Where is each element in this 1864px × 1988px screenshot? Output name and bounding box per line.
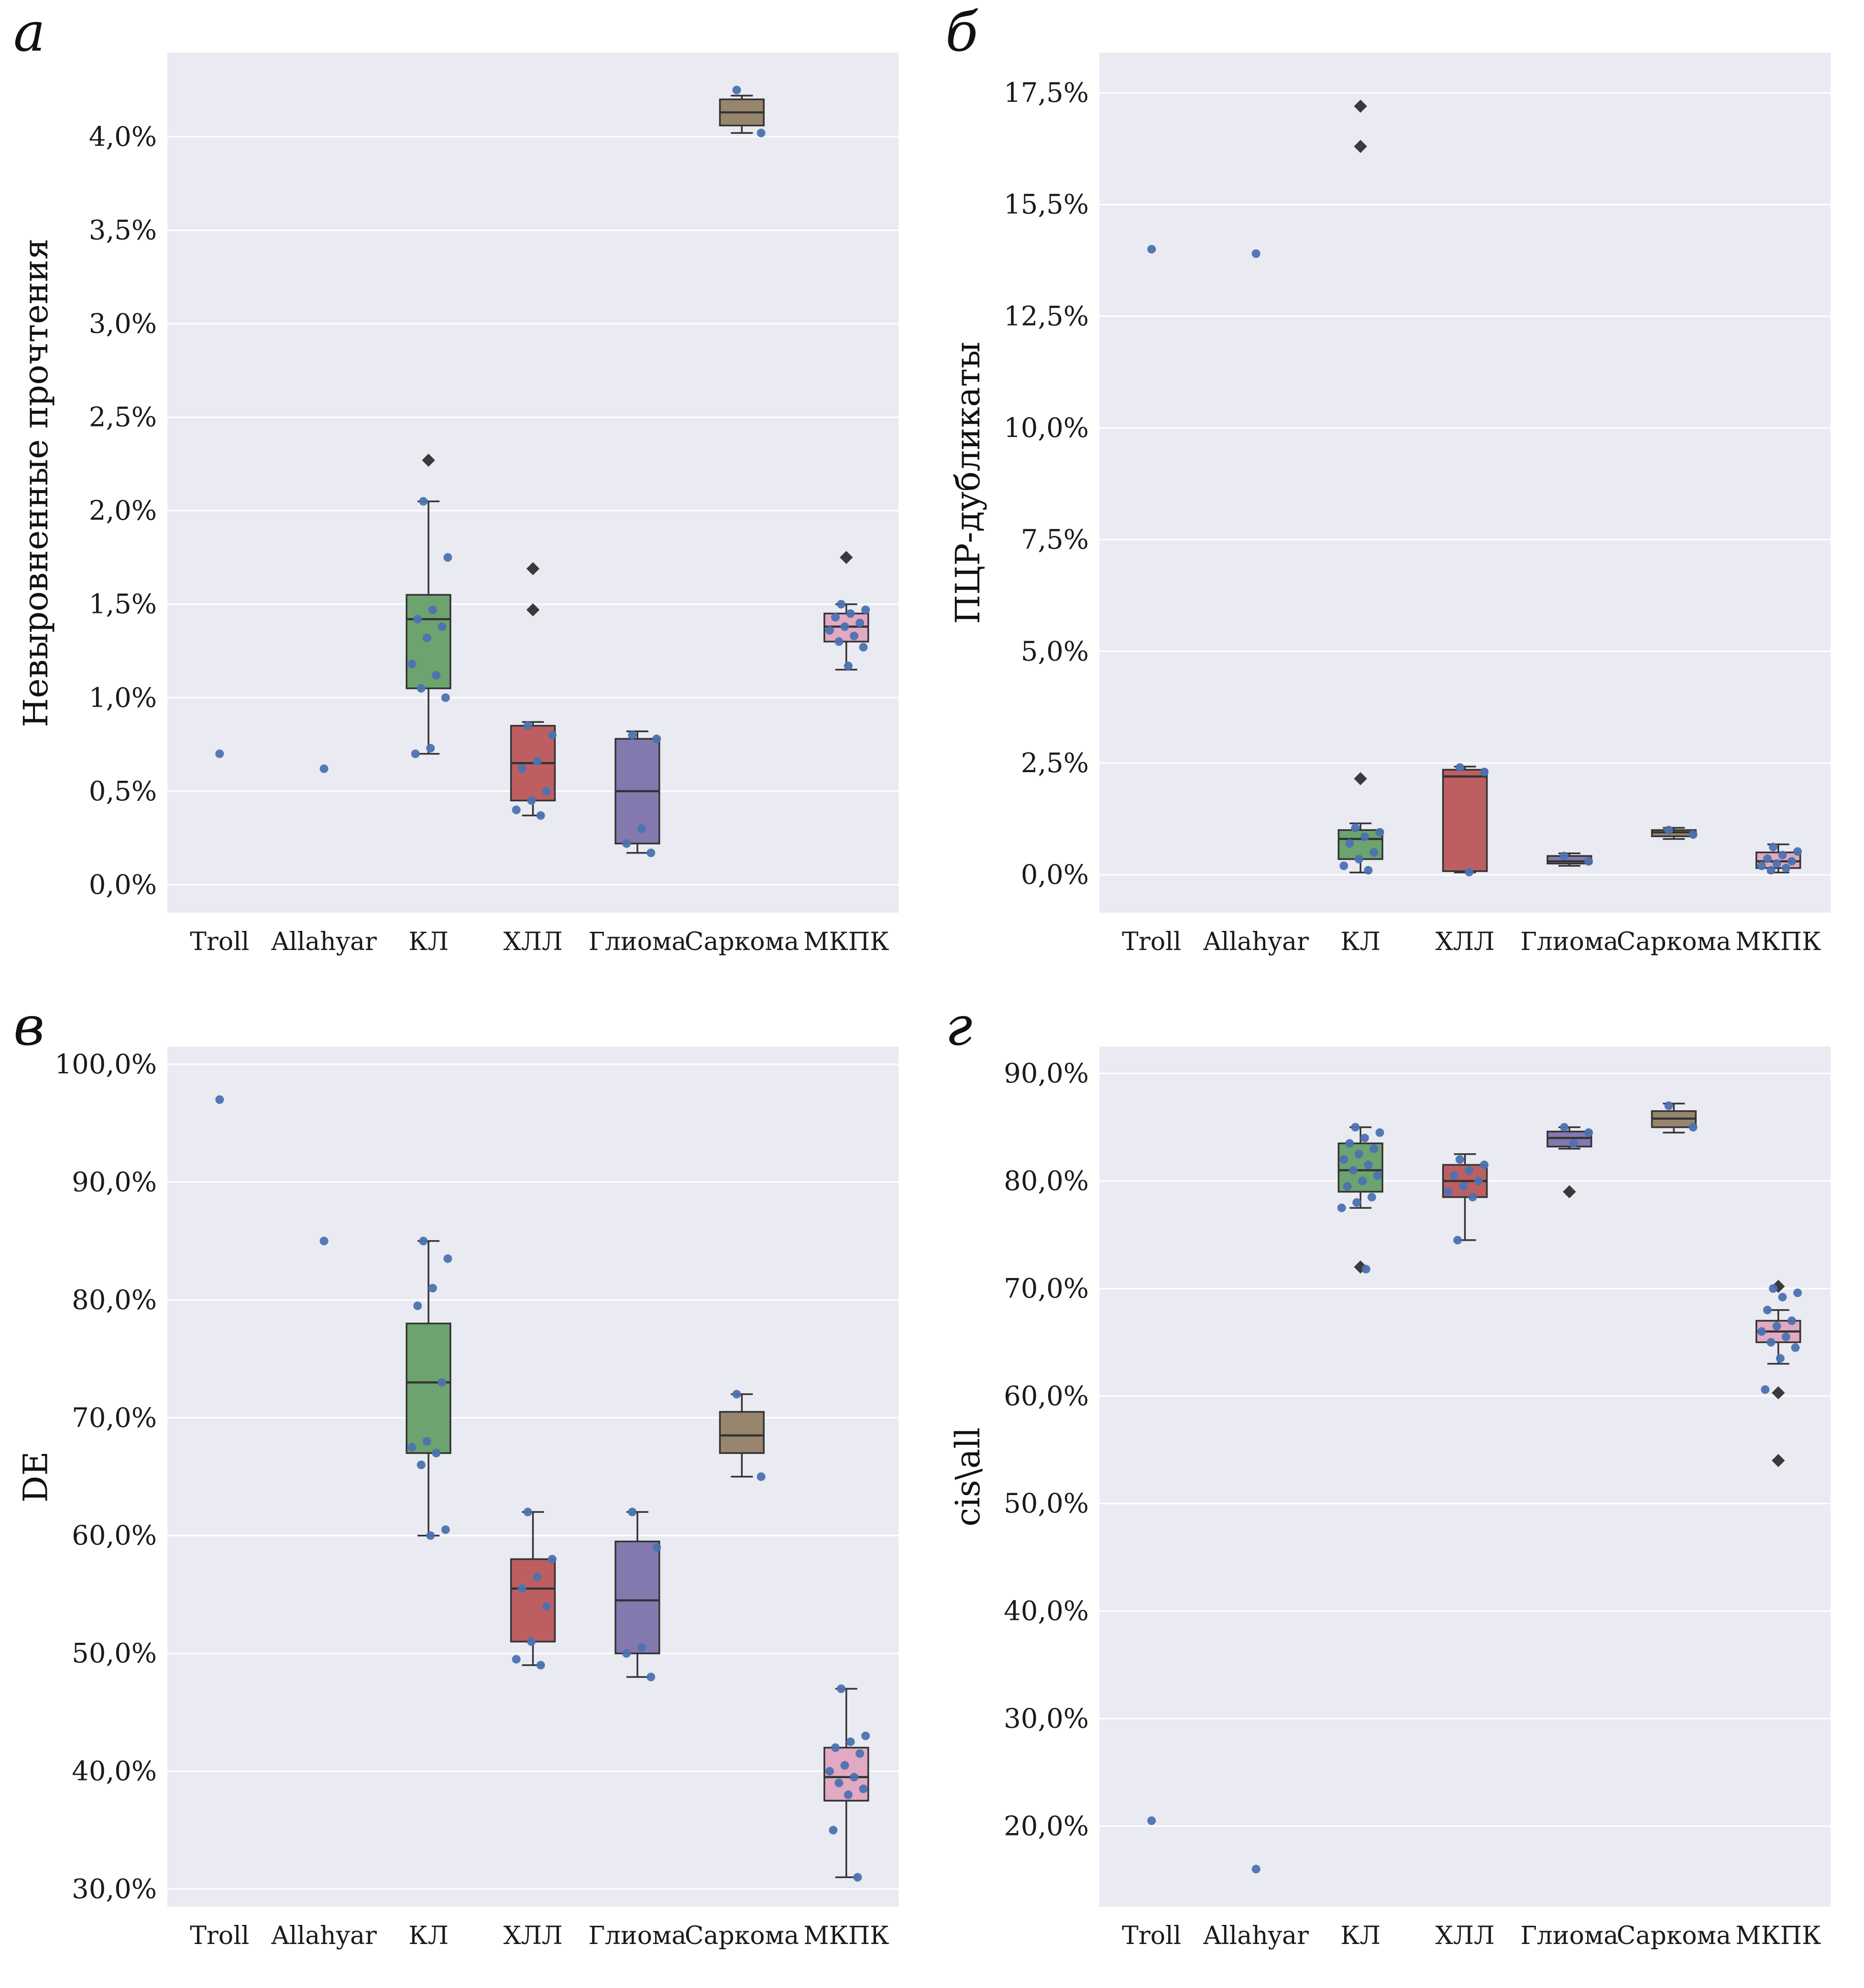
svg-text:30,0%: 30,0% xyxy=(1004,1703,1089,1734)
svg-text:Troll: Troll xyxy=(190,1922,249,1950)
panel-letter-a: а xyxy=(13,1,45,64)
panel-b: б ПЦР-дубликаты 0,0% 2,5% 5,0% 7,5% 10,0% 12,… xyxy=(932,0,1864,994)
svg-text:60,0%: 60,0% xyxy=(72,1520,157,1551)
svg-text:МКПК: МКПК xyxy=(1735,1922,1821,1950)
svg-text:ХЛЛ: ХЛЛ xyxy=(504,928,563,956)
svg-text:70,0%: 70,0% xyxy=(72,1402,157,1433)
svg-text:1,5%: 1,5% xyxy=(89,589,157,620)
svg-text:Саркома: Саркома xyxy=(685,1922,799,1950)
svg-text:12,5%: 12,5% xyxy=(1004,301,1089,332)
svg-text:КЛ: КЛ xyxy=(408,928,449,956)
svg-text:КЛ: КЛ xyxy=(1340,928,1381,956)
svg-text:30,0%: 30,0% xyxy=(72,1874,157,1905)
svg-text:Саркома: Саркома xyxy=(685,928,799,956)
svg-text:Глиома: Глиома xyxy=(588,928,686,956)
svg-text:Allahyar: Allahyar xyxy=(1203,928,1309,956)
svg-text:ХЛЛ: ХЛЛ xyxy=(1436,928,1495,956)
svg-text:50,0%: 50,0% xyxy=(72,1638,157,1669)
svg-text:40,0%: 40,0% xyxy=(72,1756,157,1787)
svg-text:90,0%: 90,0% xyxy=(1004,1058,1089,1089)
svg-text:90,0%: 90,0% xyxy=(72,1167,157,1198)
svg-text:17,5%: 17,5% xyxy=(1004,77,1089,109)
svg-text:4,0%: 4,0% xyxy=(89,121,157,153)
svg-text:80,0%: 80,0% xyxy=(72,1285,157,1316)
svg-text:МКПК: МКПК xyxy=(803,928,889,956)
panel-letter-v: в xyxy=(13,995,45,1058)
svg-text:80,0%: 80,0% xyxy=(1004,1166,1089,1197)
svg-text:2,5%: 2,5% xyxy=(89,402,157,433)
svg-text:3,0%: 3,0% xyxy=(89,308,157,339)
svg-text:Глиома: Глиома xyxy=(588,1922,686,1950)
svg-text:0,0%: 0,0% xyxy=(89,869,157,900)
svg-text:0,5%: 0,5% xyxy=(89,776,157,807)
panel-letter-b: б xyxy=(945,1,978,64)
svg-text:5,0%: 5,0% xyxy=(1021,636,1089,667)
svg-text:МКПК: МКПК xyxy=(1735,928,1821,956)
svg-text:15,5%: 15,5% xyxy=(1004,189,1089,220)
svg-text:Саркома: Саркома xyxy=(1617,1922,1731,1950)
svg-text:100,0%: 100,0% xyxy=(55,1049,157,1080)
svg-text:КЛ: КЛ xyxy=(1340,1922,1381,1950)
svg-text:Саркома: Саркома xyxy=(1617,928,1731,956)
svg-text:ХЛЛ: ХЛЛ xyxy=(1436,1922,1495,1950)
boxplot-chart-pcr-duplicates: 0,0% 2,5% 5,0% 7,5% 10,0% 12,5% 15,5% 17,5% Trol… xyxy=(1004,53,1831,956)
panel-g: г cis\all 20,0% 30,0% 40,0% 50,0% 60,0% 70,0%… xyxy=(932,994,1864,1988)
boxplot-chart-de: 30,0% 40,0% 50,0% 60,0% 70,0% 80,0% 90,0% 100,0… xyxy=(55,1047,899,1950)
svg-text:Allahyar: Allahyar xyxy=(1203,1922,1309,1950)
svg-text:2,5%: 2,5% xyxy=(1021,748,1089,779)
boxplot-chart-unaligned-reads: 0,0% 0,5% 1,0% 1,5% 2,0% 2,5% 3,0% 3,5% 4,0% Trol… xyxy=(89,53,899,956)
panel-v: в DE 30,0% 40,0% 50,0% 60,0% 70,0% 80,0% 90,0%… xyxy=(0,994,932,1988)
svg-text:Troll: Troll xyxy=(1122,928,1181,956)
svg-text:Глиома: Глиома xyxy=(1520,928,1618,956)
svg-text:50,0%: 50,0% xyxy=(1004,1488,1089,1519)
svg-text:Allahyar: Allahyar xyxy=(271,1922,377,1950)
svg-text:Глиома: Глиома xyxy=(1520,1922,1618,1950)
svg-text:3,5%: 3,5% xyxy=(89,215,157,246)
svg-text:60,0%: 60,0% xyxy=(1004,1381,1089,1412)
svg-text:10,0%: 10,0% xyxy=(1004,413,1089,444)
svg-text:МКПК: МКПК xyxy=(803,1922,889,1950)
svg-text:КЛ: КЛ xyxy=(408,1922,449,1950)
panel-letter-g: г xyxy=(945,995,973,1058)
svg-text:ХЛЛ: ХЛЛ xyxy=(504,1922,563,1950)
svg-text:20,0%: 20,0% xyxy=(1004,1811,1089,1842)
svg-text:7,5%: 7,5% xyxy=(1021,524,1089,556)
svg-text:1,0%: 1,0% xyxy=(89,682,157,713)
boxplot-chart-cis-all: 20,0% 30,0% 40,0% 50,0% 60,0% 70,0% 80,0% 90,0%… xyxy=(1004,1047,1831,1950)
svg-text:Allahyar: Allahyar xyxy=(271,928,377,956)
svg-text:Troll: Troll xyxy=(190,928,249,956)
svg-text:70,0%: 70,0% xyxy=(1004,1273,1089,1304)
panel-a: а Невыровненные прочтения 0,0% 0,5% 1,0% 1,… xyxy=(0,0,932,994)
svg-text:Troll: Troll xyxy=(1122,1922,1181,1950)
svg-text:40,0%: 40,0% xyxy=(1004,1596,1089,1627)
svg-text:2,0%: 2,0% xyxy=(89,495,157,526)
svg-text:0,0%: 0,0% xyxy=(1021,860,1089,891)
